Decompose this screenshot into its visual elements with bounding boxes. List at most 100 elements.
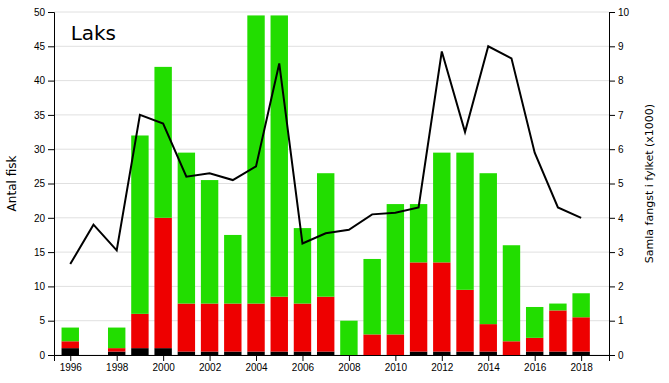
bar <box>108 348 125 351</box>
bar <box>456 290 473 352</box>
tick: 8 <box>609 75 624 86</box>
tick-label: 10 <box>34 281 46 292</box>
bar <box>480 352 497 355</box>
tick-label: 4 <box>618 213 624 224</box>
tick: 6 <box>609 144 624 155</box>
tick-mark <box>581 355 582 361</box>
tick-label: 50 <box>34 7 46 18</box>
bar <box>62 328 79 342</box>
tick-label: 2010 <box>385 362 408 373</box>
bar <box>154 67 171 218</box>
tick-mark <box>48 12 54 13</box>
bar <box>224 235 241 304</box>
tick-mark <box>609 12 615 13</box>
bar <box>503 341 520 355</box>
bar <box>224 352 241 355</box>
bar <box>410 262 427 351</box>
tick-label: 5 <box>39 315 45 326</box>
bar <box>526 352 543 355</box>
bar <box>503 245 520 341</box>
axis-line <box>610 13 616 356</box>
tick: 10 <box>609 7 630 18</box>
tick-mark <box>48 184 54 185</box>
tick-mark <box>117 355 118 361</box>
tick: 0 <box>39 350 54 361</box>
bar <box>108 352 125 355</box>
chart: 1996199820002002200420062008201020122014… <box>0 0 669 383</box>
tick: 2010 <box>385 355 408 373</box>
tick-label: 2 <box>618 281 624 292</box>
bar <box>271 297 288 352</box>
bar <box>154 348 171 355</box>
tick-label: 0 <box>39 350 45 361</box>
bar <box>456 352 473 355</box>
bar <box>178 352 195 355</box>
bar <box>294 304 311 352</box>
tick: 20 <box>34 213 54 224</box>
tick-mark <box>48 252 54 253</box>
tick: 10 <box>34 281 54 292</box>
tick-mark <box>609 286 615 287</box>
bar <box>294 352 311 355</box>
bar <box>85 355 102 356</box>
tick-label: 10 <box>618 7 630 18</box>
tick: 2016 <box>524 355 547 373</box>
tick-mark <box>48 81 54 82</box>
bar <box>572 352 589 355</box>
bar <box>363 259 380 334</box>
grid-line <box>54 46 609 47</box>
grid-line <box>54 80 609 81</box>
tick: 3 <box>609 247 624 258</box>
y-axis-title: Antal fisk <box>5 156 19 212</box>
tick: 2002 <box>199 355 222 373</box>
tick-mark <box>210 355 211 361</box>
tick-mark <box>609 252 615 253</box>
tick-mark <box>609 81 615 82</box>
bar <box>480 173 497 324</box>
y2-axis: 012345678910 <box>609 7 630 361</box>
tick: 30 <box>34 144 54 155</box>
tick: 2008 <box>338 355 361 373</box>
tick-label: 2014 <box>478 362 501 373</box>
tick-label: 0 <box>618 350 624 361</box>
tick-mark <box>48 286 54 287</box>
tick-mark <box>395 355 396 361</box>
tick: 1 <box>609 315 624 326</box>
bar <box>317 297 334 352</box>
tick-mark <box>609 218 615 219</box>
tick: 5 <box>609 178 624 189</box>
bar <box>108 328 125 349</box>
bar <box>85 355 102 356</box>
y2-axis-title: Samla fangst i fylket (x1000) <box>643 104 656 263</box>
tick-mark <box>48 149 54 150</box>
tick: 15 <box>34 247 54 258</box>
bar <box>178 304 195 352</box>
tick-mark <box>609 149 615 150</box>
axis-line <box>48 13 55 356</box>
axis-line <box>55 356 610 362</box>
tick-label: 35 <box>34 110 46 121</box>
bar <box>247 304 264 352</box>
tick: 2000 <box>153 355 176 373</box>
bar <box>387 204 404 334</box>
tick: 2 <box>609 281 624 292</box>
tick: 5 <box>39 315 54 326</box>
tick: 9 <box>609 41 624 52</box>
tick-label: 2002 <box>199 362 222 373</box>
tick-label: 15 <box>34 247 46 258</box>
tick: 40 <box>34 75 54 86</box>
tick-mark <box>48 218 54 219</box>
tick-label: 2016 <box>524 362 547 373</box>
bar <box>201 180 218 303</box>
tick-mark <box>48 355 54 356</box>
bar <box>433 352 450 355</box>
tick-mark <box>488 355 489 361</box>
tick-label: 5 <box>618 178 624 189</box>
tick-mark <box>609 355 615 356</box>
tick-mark <box>48 46 54 47</box>
bar <box>526 307 543 338</box>
bar <box>572 293 589 317</box>
bar <box>410 204 427 262</box>
tick-label: 25 <box>34 178 46 189</box>
tick-mark <box>609 115 615 116</box>
